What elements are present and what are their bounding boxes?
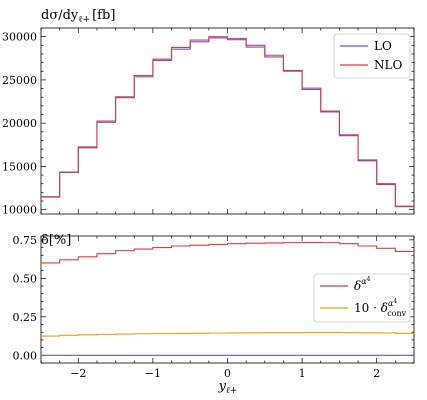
legend-label-main: δ — [354, 279, 361, 293]
x-tick-label: −2 — [70, 367, 86, 380]
legend-label-supsup: 4 — [367, 276, 371, 283]
y-tick-label: 30000 — [2, 31, 37, 44]
top-panel-title: dσ/dyℓ+ [fb] — [41, 8, 115, 25]
y-tick-label: 20000 — [2, 117, 37, 130]
top-legend: LO NLO — [333, 33, 411, 79]
series-line-1 — [41, 36, 414, 207]
y-tick-label: 0.00 — [13, 349, 38, 362]
x-tick-label: 0 — [224, 367, 231, 380]
legend-label: δα4 — [354, 276, 371, 293]
legend-label-sub: conv — [387, 309, 406, 318]
legend-label-supsup: 4 — [393, 298, 397, 305]
legend-label: NLO — [374, 58, 402, 72]
title-main: dσ/dy — [41, 8, 79, 23]
x-tick-label: 1 — [299, 367, 306, 380]
series-line-1 — [41, 331, 414, 337]
x-tick-label: 2 — [373, 367, 380, 380]
top-plot-area: 10000 15000 20000 25000 30000 — [2, 27, 415, 217]
xlabel-main: y — [218, 379, 227, 394]
y-tick-label: 0.75 — [13, 234, 38, 247]
legend-label: 10 · δα4 conv — [354, 298, 407, 318]
cross-section-panel: dσ/dyℓ+ [fb] 10000 15000 20000 25000 30000 LO… — [2, 8, 415, 217]
series-line-0 — [41, 241, 414, 264]
title-unit: [fb] — [92, 8, 115, 23]
x-tick-label: −1 — [145, 367, 161, 380]
bottom-panel-title: δ[%] — [41, 233, 71, 248]
bottom-plot-area: −2 −1 0 1 2 0.00 0.25 0.50 0.75 — [13, 234, 415, 380]
xlabel-sub: ℓ+ — [226, 386, 237, 396]
x-axis-label: yℓ+ — [218, 379, 238, 396]
legend-label: LO — [374, 39, 392, 53]
legend-label-main: δ — [381, 301, 388, 315]
legend-box — [333, 33, 411, 79]
legend-label-sup: α — [388, 299, 394, 308]
y-tick-label: 0.50 — [13, 272, 38, 285]
y-tick-label: 15000 — [2, 160, 37, 173]
y-tick-label: 25000 — [2, 74, 37, 87]
y-tick-label: 0.25 — [13, 311, 38, 324]
legend-label-sup: α — [361, 277, 367, 286]
y-tick-label: 10000 — [2, 204, 37, 217]
title-sub: ℓ+ — [78, 15, 90, 25]
legend-label-prefix: 10 · — [354, 301, 381, 315]
